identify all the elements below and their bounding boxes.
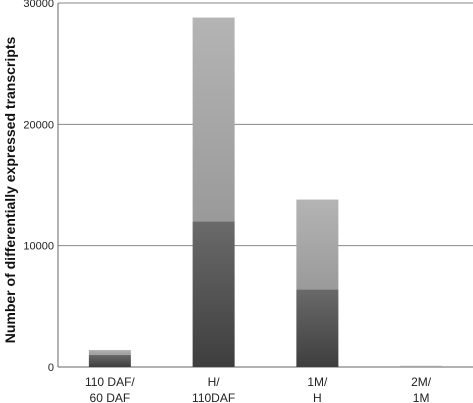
bars [88, 17, 443, 367]
y-tick-label: 10000 [23, 241, 54, 253]
y-tick-label: 30000 [23, 0, 54, 10]
gridlines [57, 2, 473, 368]
bar-segment-light [88, 350, 131, 355]
x-category-label: 1M [413, 391, 430, 403]
x-axis-categories: 110 DAF/60 DAF H/110DAF 1M/H 2M/1M [85, 375, 432, 403]
y-tick-label: 0 [48, 362, 54, 374]
x-category-label: 110DAF [192, 391, 235, 403]
bar-segment-dark [192, 221, 235, 367]
y-axis-ticks: 0 10000 20000 30000 [23, 0, 54, 374]
bar-segment-light [192, 17, 235, 222]
y-axis-label: Number of differentially expressed trans… [2, 37, 18, 344]
bar-segment-light [400, 365, 443, 367]
x-category-label: H [313, 391, 322, 403]
x-category-label: 2M/ [411, 375, 432, 389]
x-category-label: 60 DAF [90, 391, 131, 403]
x-category-label: H/ [208, 375, 221, 389]
bar-segment-dark [296, 289, 339, 367]
bar-segment-light [296, 199, 339, 290]
x-category-label: 1M/ [307, 375, 328, 389]
bar-segment-dark [88, 354, 131, 367]
x-category-label: 110 DAF/ [85, 375, 135, 389]
y-tick-label: 20000 [23, 119, 54, 131]
